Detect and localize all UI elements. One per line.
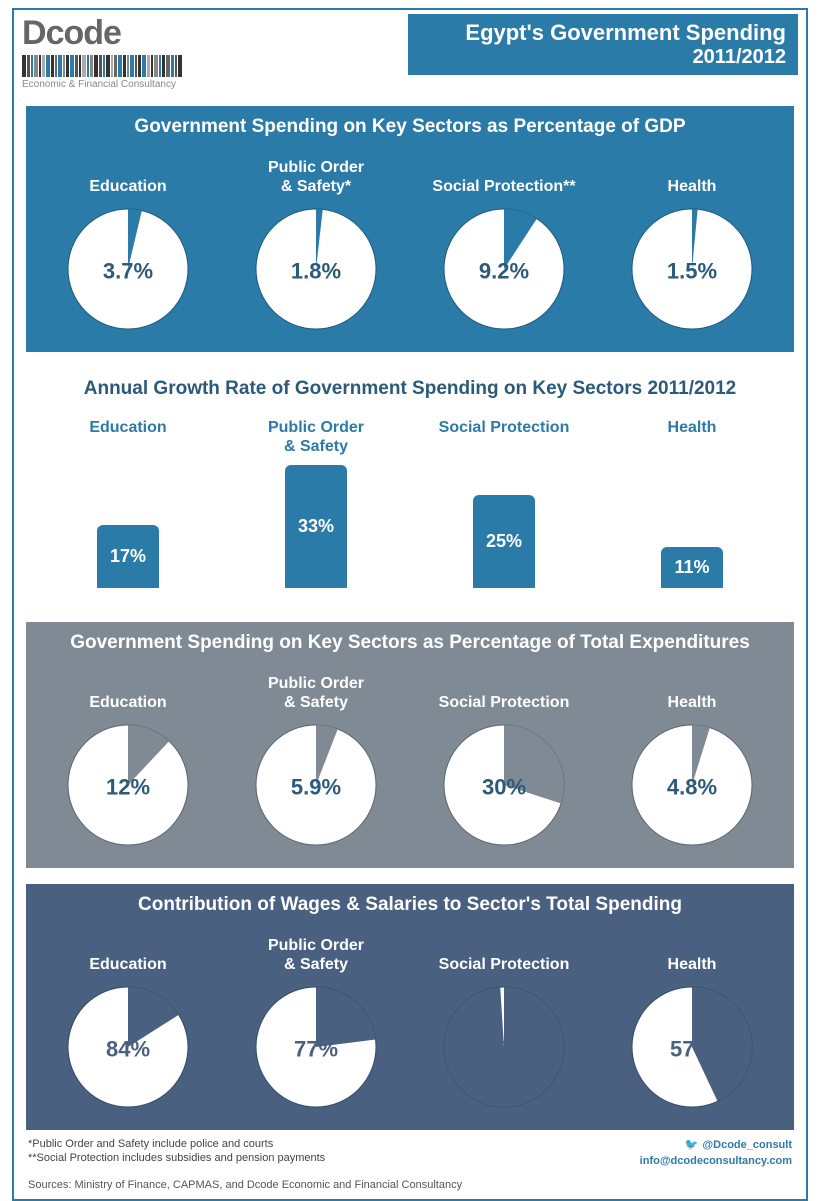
pie-chart: 57%: [627, 982, 757, 1112]
pie-chart: 30%: [439, 720, 569, 850]
pie-value: 84%: [106, 1037, 150, 1063]
pie-chart: 5.9%: [251, 720, 381, 850]
pie-chart: 12%: [63, 720, 193, 850]
pie-label: Health: [668, 156, 717, 196]
logo-text: Dcode: [22, 14, 408, 53]
infographic-frame: Dcode Economic & Financial Consultancy E…: [12, 8, 808, 1201]
pie-value: 30%: [482, 775, 526, 801]
pie-cell: Public Order& Safety* 1.8%: [226, 156, 406, 334]
twitter-handle: 🐦@Dcode_consult: [640, 1138, 792, 1151]
pie-value: 1.8%: [291, 259, 341, 285]
section-gdp: Government Spending on Key Sectors as Pe…: [26, 106, 794, 352]
pie-label: Public Order& Safety*: [268, 156, 364, 196]
bar-label: Social Protection: [439, 418, 570, 458]
header: Dcode Economic & Financial Consultancy E…: [14, 10, 806, 90]
pie-value: 4.8%: [667, 775, 717, 801]
pie-label: Public Order& Safety: [268, 934, 364, 974]
pie-cell: Education 12%: [38, 672, 218, 850]
section-title: Government Spending on Key Sectors as Pe…: [34, 632, 786, 654]
bar: 11%: [661, 547, 723, 588]
section-title: Contribution of Wages & Salaries to Sect…: [34, 894, 786, 916]
pie-cell: Education 84%: [38, 934, 218, 1112]
pie-label: Education: [89, 934, 166, 974]
pie-value: 1%: [488, 1037, 520, 1063]
pie-chart: 77%: [251, 982, 381, 1112]
bar-cell: Health 11%: [602, 418, 782, 588]
pie-value: 57%: [670, 1037, 714, 1063]
footnote-1: *Public Order and Safety include police …: [28, 1138, 640, 1150]
pie-label: Public Order& Safety: [268, 672, 364, 712]
bar-cell: Education 17%: [38, 418, 218, 588]
contact-email: info@dcodeconsultancy.com: [640, 1155, 792, 1167]
pie-cell: Health 1.5%: [602, 156, 782, 334]
contact-block: 🐦@Dcode_consult info@dcodeconsultancy.co…: [640, 1138, 792, 1171]
pie-chart: 3.7%: [63, 204, 193, 334]
pie-label: Social Protection**: [432, 156, 575, 196]
pie-label: Social Protection: [439, 672, 570, 712]
pie-cell: Education 3.7%: [38, 156, 218, 334]
section-growth: Annual Growth Rate of Government Spendin…: [26, 368, 794, 606]
section-title: Annual Growth Rate of Government Spendin…: [34, 378, 786, 400]
bar-cell: Public Order& Safety 33%: [226, 418, 406, 588]
pie-cell: Public Order& Safety 77%: [226, 934, 406, 1112]
footnote-2: **Social Protection includes subsidies a…: [28, 1152, 640, 1164]
pie-cell: Social Protection 1%: [414, 934, 594, 1112]
pie-cell: Public Order& Safety 5.9%: [226, 672, 406, 850]
pie-row: Education 84%Public Order& Safety 77%Soc…: [34, 934, 786, 1112]
section-title: Government Spending on Key Sectors as Pe…: [34, 116, 786, 138]
section-wages: Contribution of Wages & Salaries to Sect…: [26, 884, 794, 1130]
main-title: Egypt's Government Spending 2011/2012: [408, 14, 798, 75]
pie-label: Health: [668, 934, 717, 974]
pie-chart: 84%: [63, 982, 193, 1112]
pie-label: Education: [89, 156, 166, 196]
title-line1: Egypt's Government Spending: [465, 20, 786, 45]
pie-value: 1.5%: [667, 259, 717, 285]
pie-label: Social Protection: [439, 934, 570, 974]
pie-chart: 4.8%: [627, 720, 757, 850]
pie-chart: 9.2%: [439, 204, 569, 334]
pie-chart: 1.8%: [251, 204, 381, 334]
bar-cell: Social Protection 25%: [414, 418, 594, 588]
logo-tagline: Economic & Financial Consultancy: [22, 79, 408, 90]
bar: 33%: [285, 465, 347, 588]
logo-block: Dcode Economic & Financial Consultancy: [22, 14, 408, 90]
pie-cell: Social Protection 30%: [414, 672, 594, 850]
footer: *Public Order and Safety include police …: [14, 1130, 806, 1175]
twitter-icon: 🐦: [685, 1138, 699, 1151]
pie-value: 5.9%: [291, 775, 341, 801]
footnotes: *Public Order and Safety include police …: [28, 1138, 640, 1171]
pie-cell: Social Protection** 9.2%: [414, 156, 594, 334]
title-line2: 2011/2012: [420, 46, 786, 69]
pie-chart: 1.5%: [627, 204, 757, 334]
pie-cell: Health 57%: [602, 934, 782, 1112]
pie-row: Education 3.7%Public Order& Safety* 1.8%…: [34, 156, 786, 334]
bar-label: Public Order& Safety: [268, 418, 364, 458]
pie-row: Education 12%Public Order& Safety 5.9%So…: [34, 672, 786, 850]
barcode-graphic: [22, 55, 408, 77]
section-expend: Government Spending on Key Sectors as Pe…: [26, 622, 794, 868]
pie-label: Health: [668, 672, 717, 712]
bar: 25%: [473, 495, 535, 588]
pie-chart: 1%: [439, 982, 569, 1112]
bar-label: Health: [668, 418, 717, 458]
bar-row: Education 17% Public Order& Safety 33% Socia…: [34, 418, 786, 588]
pie-value: 12%: [106, 775, 150, 801]
pie-label: Education: [89, 672, 166, 712]
sections-container: Government Spending on Key Sectors as Pe…: [14, 106, 806, 1130]
sources-line: Sources: Ministry of Finance, CAPMAS, an…: [14, 1175, 806, 1199]
pie-cell: Health 4.8%: [602, 672, 782, 850]
pie-value: 9.2%: [479, 259, 529, 285]
bar: 17%: [97, 525, 159, 588]
bar-label: Education: [89, 418, 166, 458]
pie-value: 77%: [294, 1037, 338, 1063]
pie-value: 3.7%: [103, 259, 153, 285]
